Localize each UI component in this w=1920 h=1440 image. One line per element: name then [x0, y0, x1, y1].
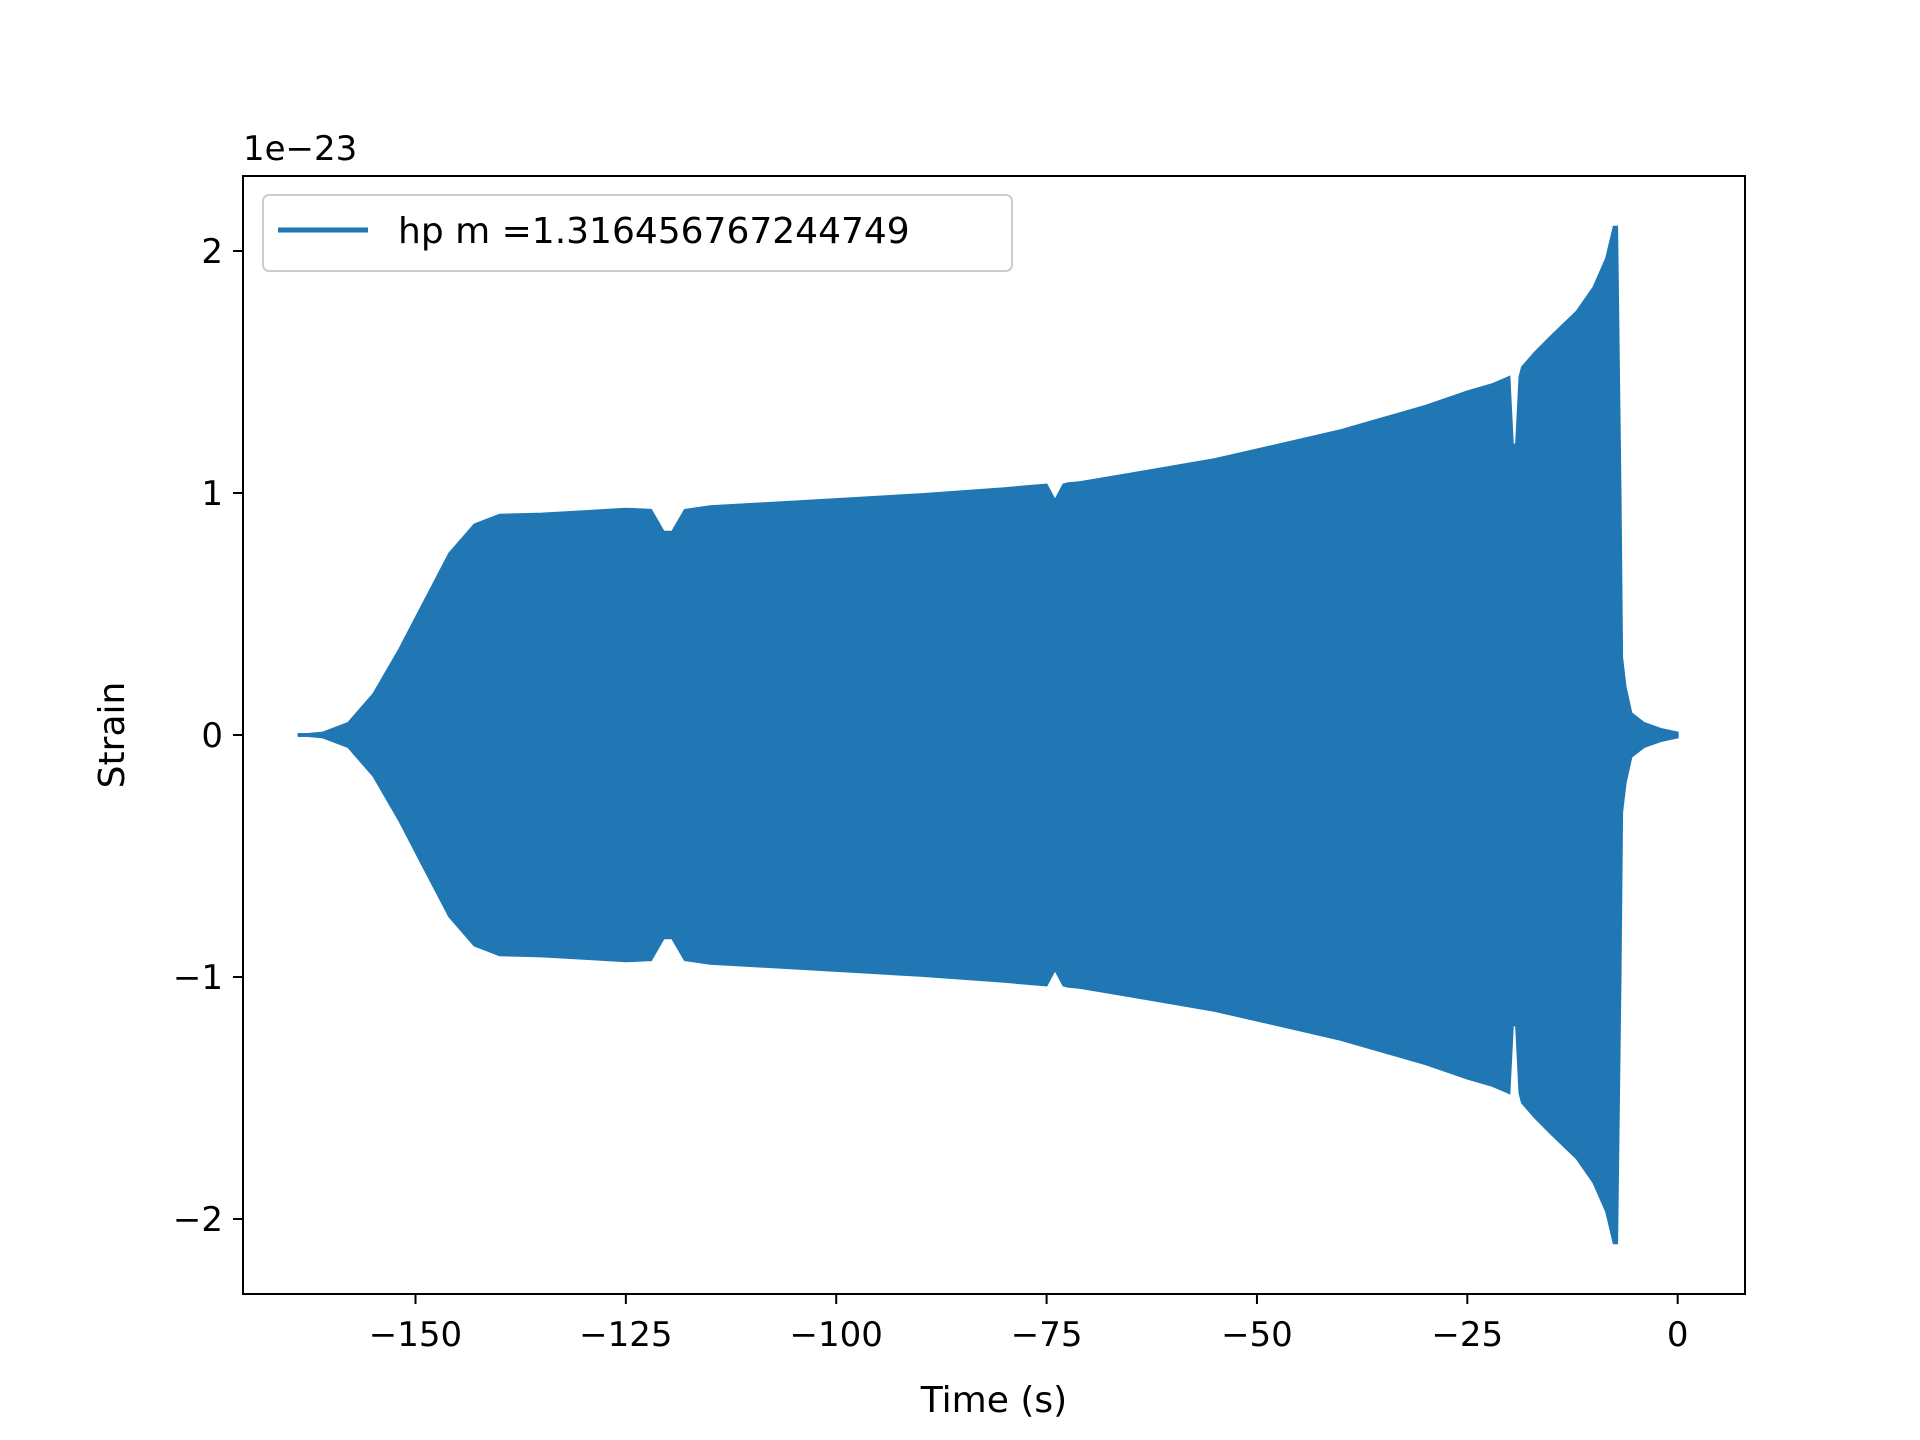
x-axis-ticks: −150 −125 −100 −75 −50 −25 0 [369, 1294, 1689, 1355]
y-tick-label: 0 [201, 716, 223, 756]
x-tick-label: 0 [1667, 1315, 1689, 1355]
legend: hp m =1.316456767244749 [262, 194, 1013, 272]
x-tick-label: −50 [1221, 1315, 1293, 1355]
y-tick-label: −2 [173, 1200, 223, 1240]
legend-label: hp m =1.316456767244749 [398, 211, 910, 252]
y-tick-label: 1 [201, 474, 223, 514]
y-axis-label: Strain [92, 682, 133, 789]
x-tick-label: −125 [579, 1315, 672, 1355]
y-axis-ticks: 2 1 0 −1 −2 [173, 232, 243, 1240]
x-tick-label: −75 [1011, 1315, 1083, 1355]
legend-box [262, 194, 1013, 272]
x-tick-label: −150 [369, 1315, 462, 1355]
x-axis-label: Time (s) [920, 1380, 1067, 1421]
y-tick-label: −1 [173, 958, 223, 998]
y-tick-label: 2 [201, 232, 223, 272]
y-axis-offset-label: 1e−23 [243, 129, 357, 169]
plot-area [297, 225, 1679, 1245]
x-tick-label: −100 [790, 1315, 883, 1355]
x-tick-label: −25 [1431, 1315, 1503, 1355]
